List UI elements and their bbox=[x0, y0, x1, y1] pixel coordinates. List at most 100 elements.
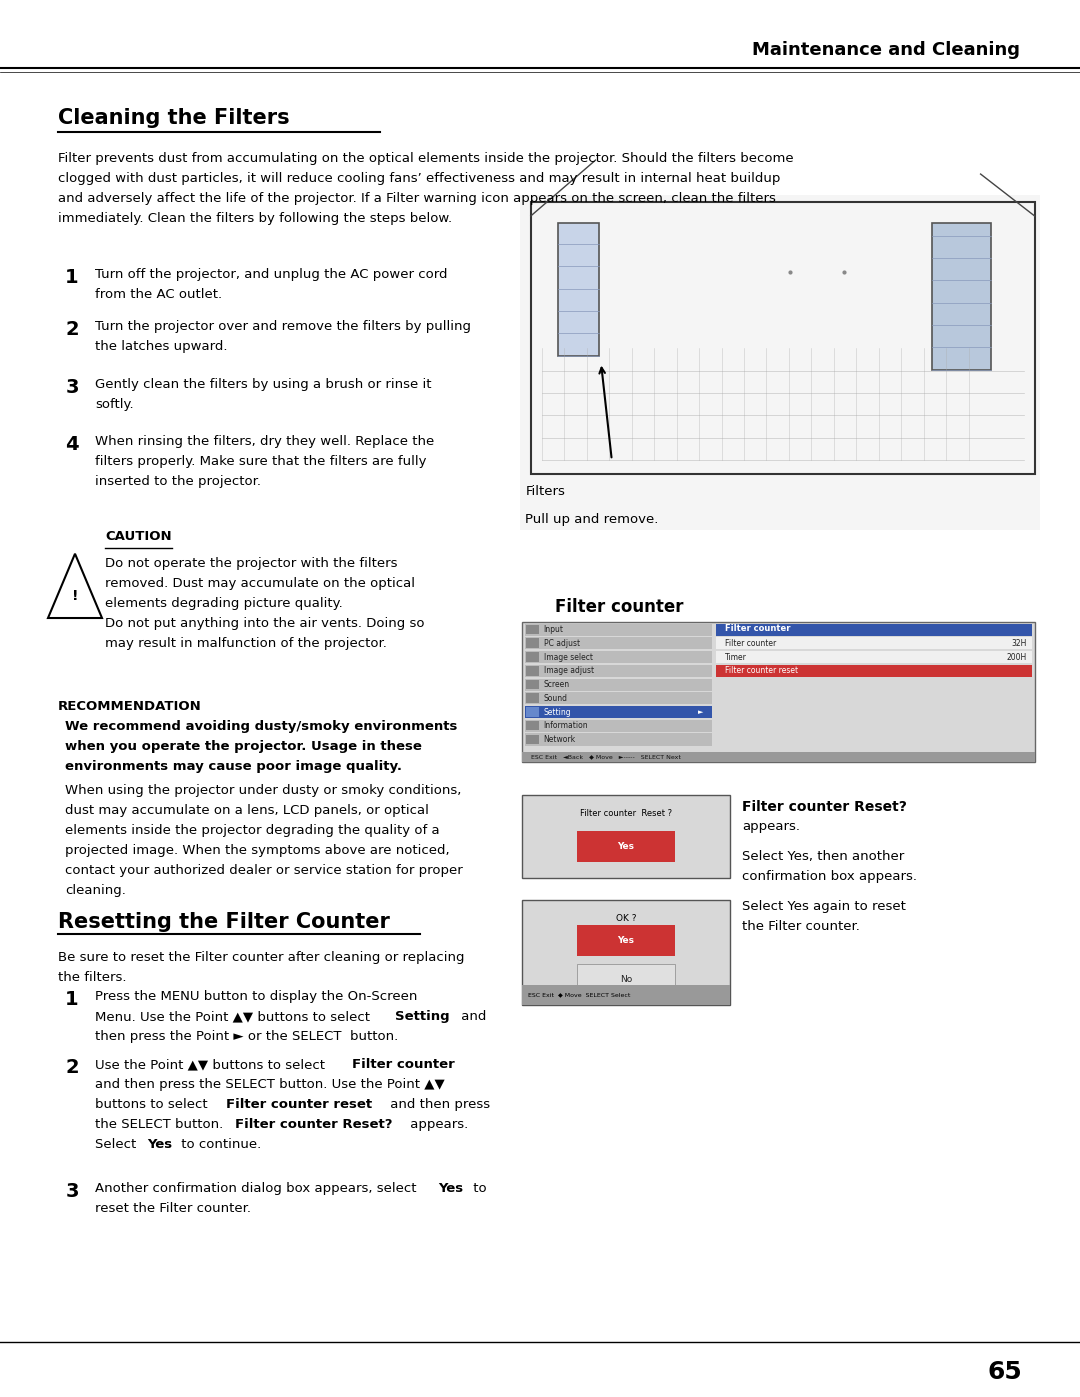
Text: cleaning.: cleaning. bbox=[65, 884, 126, 897]
Text: and: and bbox=[457, 1010, 486, 1023]
Text: dust may accumulate on a lens, LCD panels, or optical: dust may accumulate on a lens, LCD panel… bbox=[65, 805, 429, 817]
Text: 1: 1 bbox=[65, 268, 79, 286]
Text: Cleaning the Filters: Cleaning the Filters bbox=[58, 108, 289, 129]
Text: Yes: Yes bbox=[618, 842, 635, 851]
Text: the SELECT button.: the SELECT button. bbox=[95, 1118, 228, 1132]
Text: the latches upward.: the latches upward. bbox=[95, 339, 228, 353]
Text: Network: Network bbox=[543, 735, 576, 745]
Text: Information: Information bbox=[543, 721, 589, 731]
Text: and then press the SELECT button. Use the Point ▲▼: and then press the SELECT button. Use th… bbox=[95, 1078, 445, 1091]
Bar bbox=[525, 705, 712, 718]
Bar bbox=[716, 637, 1031, 650]
Text: Filter counter: Filter counter bbox=[725, 638, 777, 648]
Bar bbox=[525, 651, 712, 664]
Text: the Filter counter.: the Filter counter. bbox=[742, 921, 860, 933]
Text: When rinsing the filters, dry they well. Replace the: When rinsing the filters, dry they well.… bbox=[95, 434, 434, 448]
Bar bbox=[526, 735, 539, 745]
Text: filters properly. Make sure that the filters are fully: filters properly. Make sure that the fil… bbox=[95, 455, 427, 468]
Text: then press the Point ► or the SELECT  button.: then press the Point ► or the SELECT but… bbox=[95, 1030, 399, 1044]
Text: removed. Dust may accumulate on the optical: removed. Dust may accumulate on the opti… bbox=[105, 577, 415, 590]
Text: 3: 3 bbox=[65, 379, 79, 397]
Text: buttons to select: buttons to select bbox=[95, 1098, 212, 1111]
Text: Filter counter: Filter counter bbox=[352, 1058, 455, 1071]
Text: confirmation box appears.: confirmation box appears. bbox=[742, 870, 917, 883]
Text: Resetting the Filter Counter: Resetting the Filter Counter bbox=[58, 912, 390, 932]
Text: Filter counter reset: Filter counter reset bbox=[725, 666, 798, 675]
Text: ►: ► bbox=[698, 710, 703, 715]
Text: from the AC outlet.: from the AC outlet. bbox=[95, 288, 222, 300]
Text: Press the MENU button to display the On-Screen: Press the MENU button to display the On-… bbox=[95, 990, 417, 1003]
Text: Gently clean the filters by using a brush or rinse it: Gently clean the filters by using a brus… bbox=[95, 379, 432, 391]
Text: elements inside the projector degrading the quality of a: elements inside the projector degrading … bbox=[65, 824, 440, 837]
Text: RECOMMENDATION: RECOMMENDATION bbox=[58, 700, 202, 712]
Text: PC adjust: PC adjust bbox=[543, 638, 580, 648]
Text: Input: Input bbox=[543, 626, 564, 634]
Text: appears.: appears. bbox=[742, 820, 800, 833]
Text: Image adjust: Image adjust bbox=[543, 666, 594, 675]
Text: CAUTION: CAUTION bbox=[105, 529, 172, 543]
Bar bbox=[526, 721, 539, 731]
Text: Screen: Screen bbox=[543, 680, 570, 689]
Text: Select Yes again to reset: Select Yes again to reset bbox=[742, 900, 906, 914]
Text: Pull up and remove.: Pull up and remove. bbox=[525, 513, 659, 527]
Bar bbox=[557, 224, 598, 356]
Text: softly.: softly. bbox=[95, 398, 134, 411]
Text: and adversely affect the life of the projector. If a Filter warning icon appears: and adversely affect the life of the pro… bbox=[58, 191, 775, 205]
Bar bbox=[526, 666, 539, 676]
Text: reset the Filter counter.: reset the Filter counter. bbox=[95, 1201, 251, 1215]
Text: when you operate the projector. Usage in these: when you operate the projector. Usage in… bbox=[65, 740, 422, 753]
Bar bbox=[526, 693, 539, 703]
Bar bbox=[525, 693, 712, 704]
Text: 200H: 200H bbox=[1007, 652, 1026, 662]
Bar bbox=[522, 900, 730, 1004]
Bar bbox=[525, 719, 712, 732]
Text: 2: 2 bbox=[65, 1058, 79, 1077]
Text: 4: 4 bbox=[65, 434, 79, 454]
Text: Turn off the projector, and unplug the AC power cord: Turn off the projector, and unplug the A… bbox=[95, 268, 447, 281]
Text: Select Yes, then another: Select Yes, then another bbox=[742, 849, 904, 863]
Text: 32H: 32H bbox=[1011, 638, 1026, 648]
Text: Maintenance and Cleaning: Maintenance and Cleaning bbox=[752, 41, 1020, 59]
Text: 2: 2 bbox=[65, 320, 79, 339]
Text: Use the Point ▲▼ buttons to select: Use the Point ▲▼ buttons to select bbox=[95, 1058, 329, 1071]
Text: Timer: Timer bbox=[725, 652, 746, 662]
Bar bbox=[525, 679, 712, 690]
Bar bbox=[526, 624, 539, 634]
Text: projected image. When the symptoms above are noticed,: projected image. When the symptoms above… bbox=[65, 844, 449, 858]
Text: may result in malfunction of the projector.: may result in malfunction of the project… bbox=[105, 637, 387, 650]
Bar bbox=[526, 707, 539, 717]
Text: appears.: appears. bbox=[406, 1118, 469, 1132]
Text: Image select: Image select bbox=[543, 652, 593, 662]
Text: 65: 65 bbox=[987, 1361, 1022, 1384]
Text: 3: 3 bbox=[65, 1182, 79, 1201]
Text: Filters: Filters bbox=[525, 485, 565, 499]
Text: No: No bbox=[620, 975, 632, 983]
Bar bbox=[526, 680, 539, 689]
Text: Filter prevents dust from accumulating on the optical elements inside the projec: Filter prevents dust from accumulating o… bbox=[58, 152, 794, 165]
Text: Do not put anything into the air vents. Doing so: Do not put anything into the air vents. … bbox=[105, 616, 424, 630]
Text: When using the projector under dusty or smoky conditions,: When using the projector under dusty or … bbox=[65, 784, 461, 798]
Bar bbox=[525, 637, 712, 650]
Text: Yes: Yes bbox=[618, 936, 635, 944]
Bar bbox=[522, 753, 1035, 761]
Bar bbox=[526, 638, 539, 648]
Text: Filter counter  Reset ?: Filter counter Reset ? bbox=[580, 809, 672, 819]
Bar bbox=[932, 224, 991, 370]
Text: to continue.: to continue. bbox=[177, 1139, 261, 1151]
Text: Yes: Yes bbox=[147, 1139, 172, 1151]
Text: Do not operate the projector with the filters: Do not operate the projector with the fi… bbox=[105, 556, 397, 570]
Bar bbox=[578, 964, 675, 995]
Bar bbox=[716, 651, 1031, 664]
Bar bbox=[716, 623, 1031, 636]
Text: and then press: and then press bbox=[386, 1098, 489, 1111]
Bar bbox=[578, 925, 675, 956]
Text: Filter counter: Filter counter bbox=[555, 598, 684, 616]
Bar bbox=[526, 652, 539, 662]
Text: OK ?: OK ? bbox=[616, 914, 636, 923]
Text: Turn the projector over and remove the filters by pulling: Turn the projector over and remove the f… bbox=[95, 320, 471, 332]
Text: We recommend avoiding dusty/smoky environments: We recommend avoiding dusty/smoky enviro… bbox=[65, 719, 457, 733]
Bar bbox=[519, 196, 1040, 529]
Text: Filter counter reset: Filter counter reset bbox=[226, 1098, 372, 1111]
Text: ESC Exit   ◄Back   ◆ Move   ►-----   SELECT Next: ESC Exit ◄Back ◆ Move ►----- SELECT Next bbox=[530, 754, 680, 760]
Text: elements degrading picture quality.: elements degrading picture quality. bbox=[105, 597, 342, 609]
